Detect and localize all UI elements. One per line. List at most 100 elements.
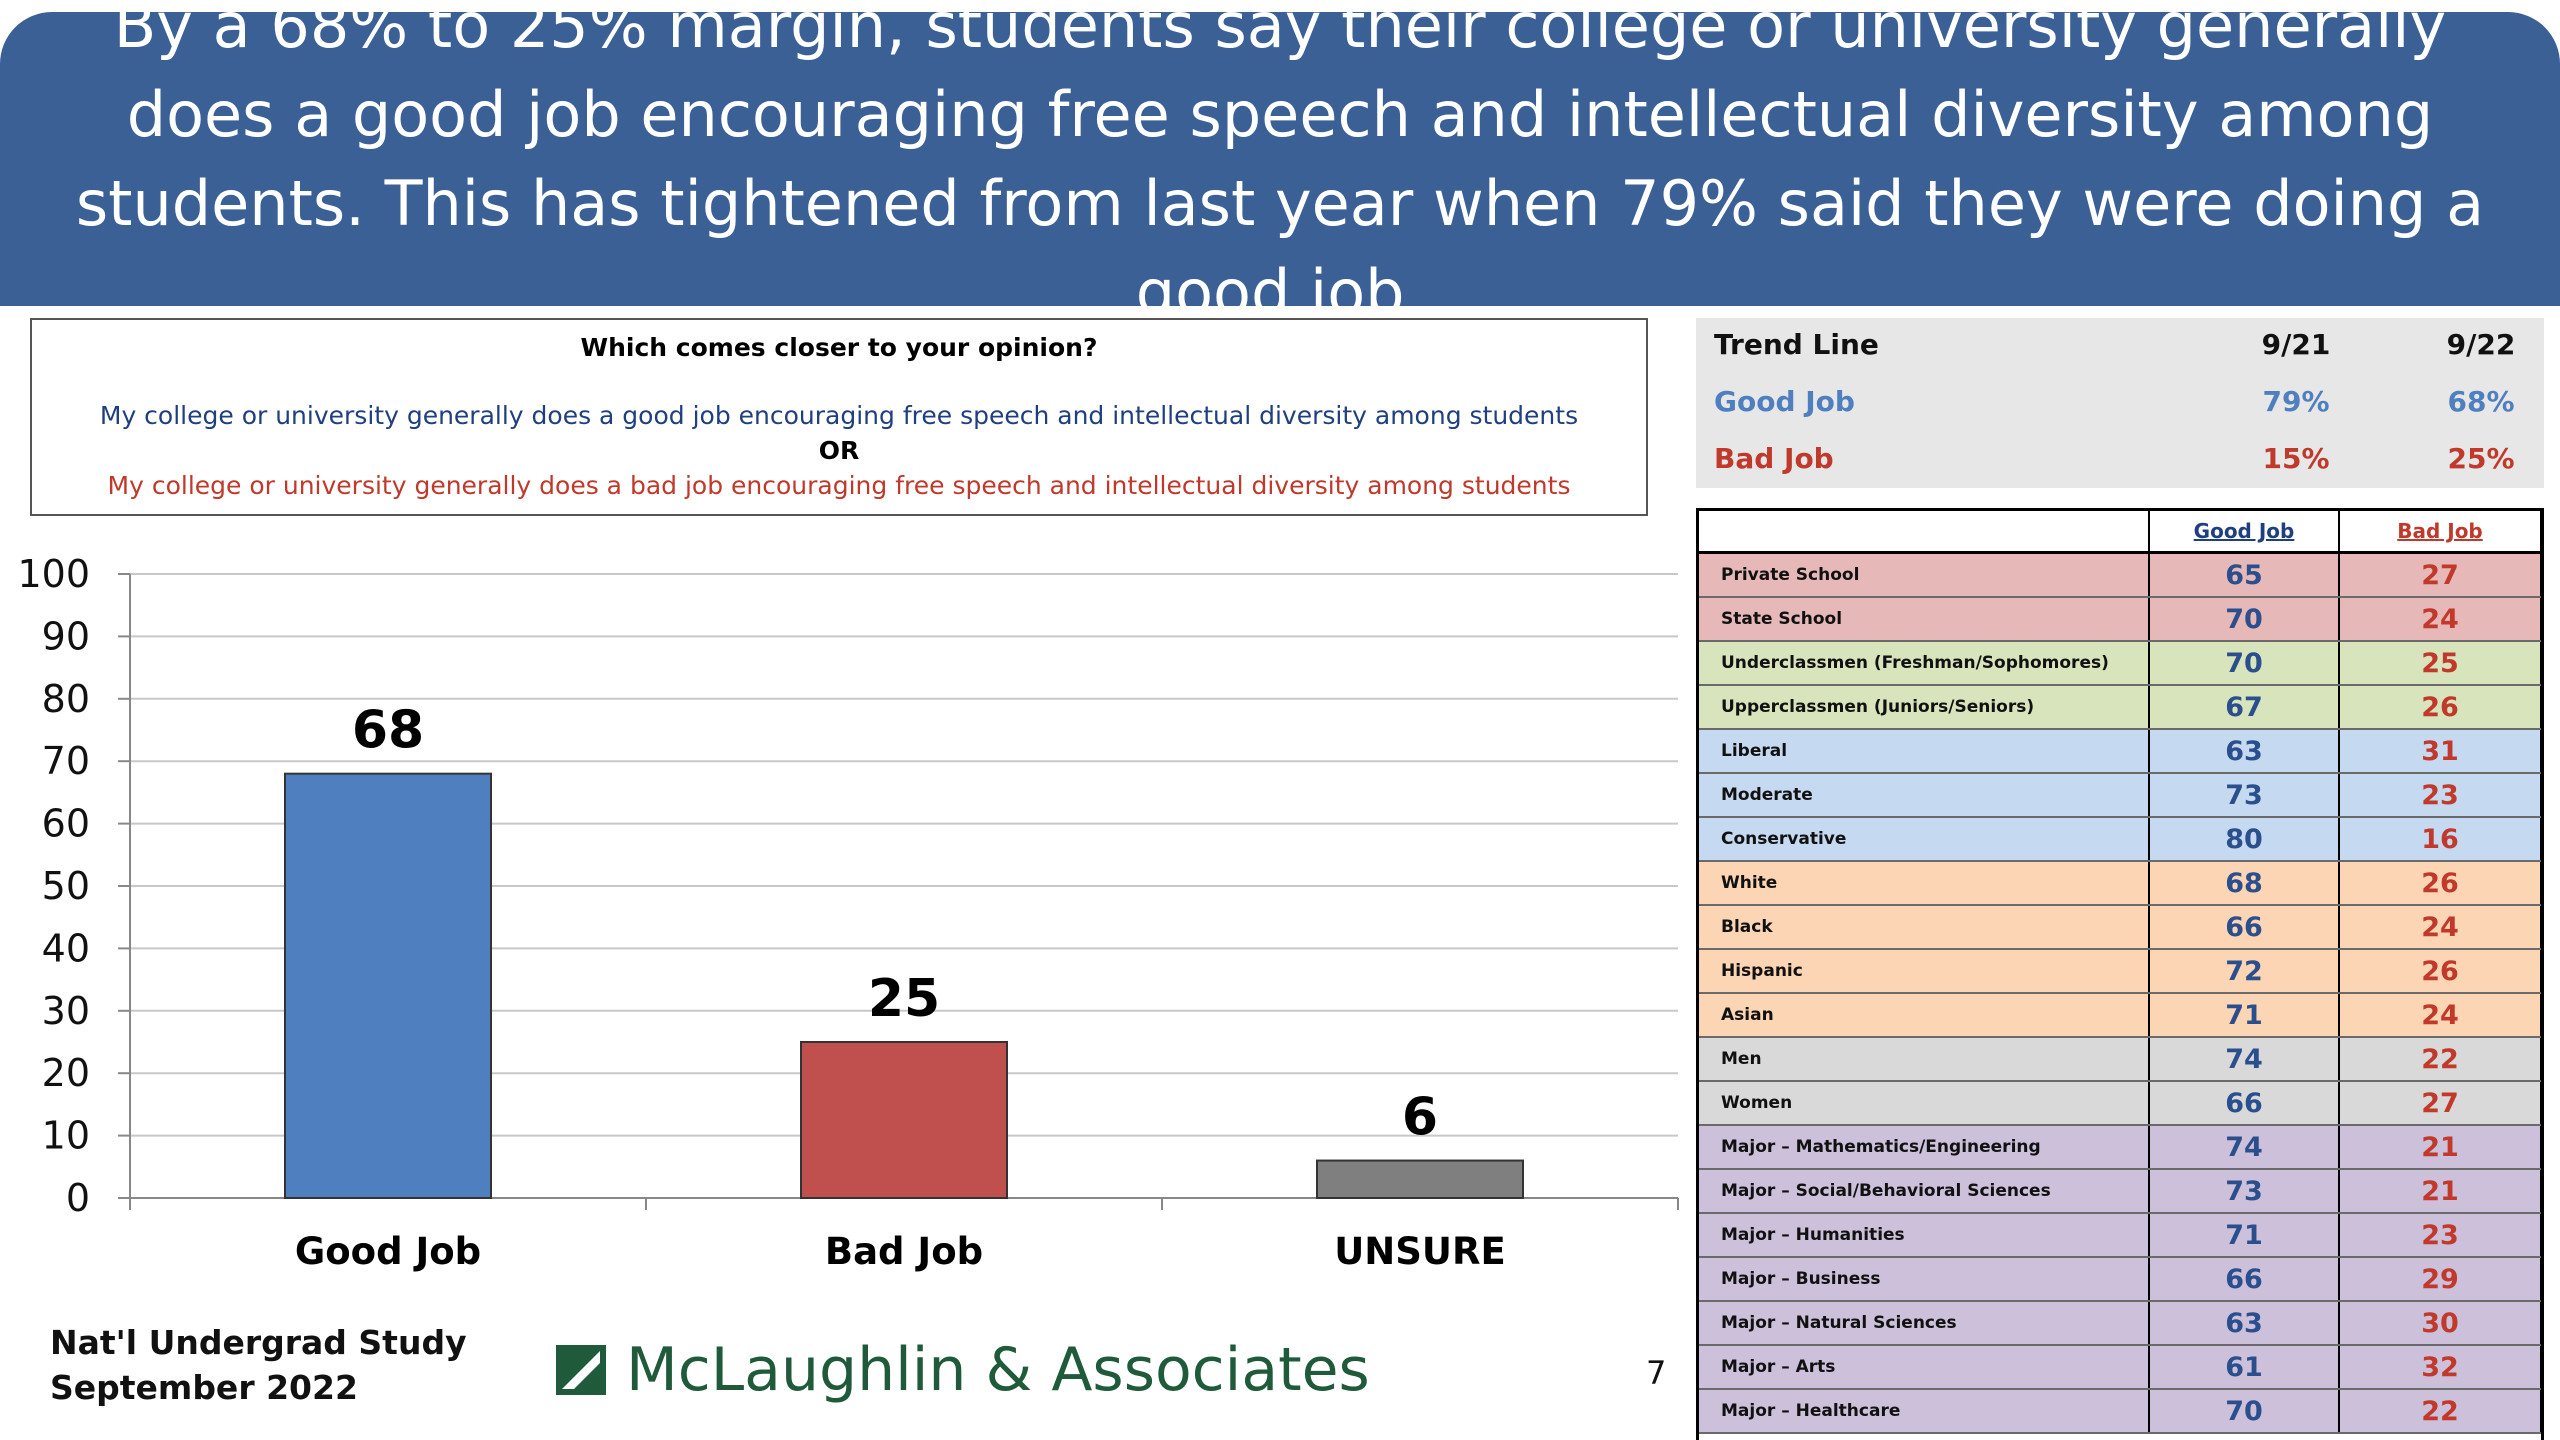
subgroup-row: Major – Healthcare 70 22 [1699, 1389, 2541, 1434]
subgroup-good-value: 72 [2149, 949, 2340, 994]
y-tick-label: 80 [42, 677, 90, 721]
subgroup-good-value: 61 [2149, 1345, 2340, 1390]
headline-banner: By a 68% to 25% margin, students say the… [0, 0, 2560, 329]
question-option-bad: My college or university generally does … [107, 471, 1571, 500]
subgroup-good-value: 80 [2149, 817, 2340, 862]
subgroup-bad-value: 23 [2339, 773, 2541, 818]
study-name: Nat'l Undergrad Study [50, 1323, 467, 1362]
subgroup-good-value: 74 [2149, 1125, 2340, 1170]
subgroup-good-value: 73 [2149, 773, 2340, 818]
subgroup-label: Moderate [1699, 773, 2150, 818]
trend-row-label: Bad Job [1714, 442, 1834, 475]
subgroup-bad-value: 26 [2339, 949, 2541, 994]
subgroup-good-value: 71 [2149, 1213, 2340, 1258]
x-category-label: Good Job [295, 1230, 481, 1273]
subgroup-header-row: Good Job Bad Job [1699, 511, 2541, 554]
subgroup-label: Women [1699, 1081, 2150, 1126]
subgroup-good-value: 70 [2149, 597, 2340, 642]
x-category-label: UNSURE [1334, 1230, 1505, 1273]
subgroup-label: Hispanic [1699, 949, 2150, 994]
subgroup-row: Black 66 24 [1699, 905, 2541, 950]
y-tick-label: 20 [42, 1051, 90, 1095]
subgroup-label: Major – Mathematics/Engineering [1699, 1125, 2150, 1170]
subgroup-label: Major – Healthcare [1699, 1389, 2150, 1434]
subgroup-good-value: 74 [2149, 1037, 2340, 1082]
subgroup-bad-value: 30 [2339, 1301, 2541, 1346]
subgroup-row: Underclassmen (Freshman/Sophomores) 70 25 [1699, 641, 2541, 686]
subgroup-bad-value: 32 [2339, 1345, 2541, 1390]
subgroup-bad-value: 29 [2339, 1257, 2541, 1302]
bar [800, 1041, 1008, 1199]
subgroup-row: Moderate 73 23 [1699, 773, 2541, 818]
logo-text: McLaughlin & Associates [626, 1335, 1370, 1405]
trend-row-label: Good Job [1714, 385, 1855, 418]
study-label: Nat'l Undergrad Study September 2022 [50, 1320, 467, 1410]
trend-row-value: 25% [2447, 442, 2515, 475]
subgroup-bad-value: 26 [2339, 685, 2541, 730]
subgroup-good-value: 66 [2149, 1081, 2340, 1126]
logo-mark-icon [556, 1345, 606, 1395]
subgroup-good-value: 70 [2149, 641, 2340, 686]
page-number: 7 [1646, 1354, 1667, 1392]
y-tick-label: 50 [42, 864, 90, 908]
subgroup-label: Major – Natural Sciences [1699, 1301, 2150, 1346]
y-tick-label: 70 [42, 739, 90, 783]
trend-title: Trend Line [1714, 328, 1879, 361]
subgroup-good-value: 73 [2149, 1169, 2340, 1214]
company-logo: McLaughlin & Associates [556, 1335, 1370, 1405]
subgroup-label: Liberal [1699, 729, 2150, 774]
trend-col-2: 9/22 [2446, 328, 2516, 361]
trend-row-value: 68% [2447, 385, 2515, 418]
bar-value-label: 6 [1402, 1088, 1438, 1148]
subgroup-label: Major – Humanities [1699, 1213, 2150, 1258]
subgroup-row: Major – Natural Sciences 63 30 [1699, 1301, 2541, 1346]
y-tick-label: 60 [42, 802, 90, 846]
trend-row-value: 15% [2262, 442, 2330, 475]
subgroup-row: Women 66 27 [1699, 1081, 2541, 1126]
bar [284, 772, 492, 1199]
subgroup-row: Men 74 22 [1699, 1037, 2541, 1082]
subgroup-good-value: 66 [2149, 905, 2340, 950]
subgroup-row: Liberal 63 31 [1699, 729, 2541, 774]
subgroup-row: Conservative 80 16 [1699, 817, 2541, 862]
subgroup-row: State School 70 24 [1699, 597, 2541, 642]
subgroup-header-blank [1699, 511, 2150, 554]
trend-line-table: Trend Line 9/21 9/22 Good Job 79% 68% Bad Job 1… [1696, 318, 2544, 488]
subgroup-good-value: 67 [2149, 685, 2340, 730]
subgroup-bad-value: 23 [2339, 1213, 2541, 1258]
y-tick-label: 100 [17, 552, 90, 596]
subgroup-row: White 68 26 [1699, 861, 2541, 906]
subgroup-label: Major – Social/Behavioral Sciences [1699, 1169, 2150, 1214]
subgroup-label: Black [1699, 905, 2150, 950]
y-tick-label: 30 [42, 989, 90, 1033]
subgroup-label: Conservative [1699, 817, 2150, 862]
y-tick-label: 40 [42, 926, 90, 970]
subgroup-label: Major – Arts [1699, 1345, 2150, 1390]
x-category-label: Bad Job [825, 1230, 983, 1273]
subgroup-label: Private School [1699, 552, 2150, 598]
subgroup-label: State School [1699, 597, 2150, 642]
trend-row: Bad Job 15% 25% [1696, 432, 2544, 488]
subgroup-label: Upperclassmen (Juniors/Seniors) [1699, 685, 2150, 730]
subgroup-good-value: 66 [2149, 1257, 2340, 1302]
subgroup-bad-value: 22 [2339, 1037, 2541, 1082]
bar-chart: 0 10 20 30 40 50 60 70 80 90 100 68 Good Job 25 Bad Jo… [17, 552, 1679, 1273]
subgroup-bad-value: 22 [2339, 1389, 2541, 1434]
subgroup-row: Major – Social/Behavioral Sciences 73 21 [1699, 1169, 2541, 1214]
subgroup-good-value: 65 [2149, 552, 2340, 598]
bar [1316, 1159, 1524, 1199]
subgroup-table: Good Job Bad Job Private School 65 27 State… [1696, 508, 2544, 1440]
subgroup-row: Major – Mathematics/Engineering 74 21 [1699, 1125, 2541, 1170]
subgroup-bad-value: 27 [2339, 1081, 2541, 1126]
subgroup-good-value: 68 [2149, 861, 2340, 906]
subgroup-bad-value: 31 [2339, 729, 2541, 774]
subgroup-bad-value: 16 [2339, 817, 2541, 862]
subgroup-bad-value: 27 [2339, 552, 2541, 598]
subgroup-bad-value: 21 [2339, 1169, 2541, 1214]
question-option-good: My college or university generally does … [99, 401, 1579, 430]
headline-text: By a 68% to 25% margin, students say the… [75, 0, 2485, 329]
trend-row: Good Job 79% 68% [1696, 375, 2544, 431]
bar-value-label: 25 [868, 969, 940, 1029]
question-box: Which comes closer to your opinion? My c… [30, 318, 1648, 516]
subgroup-label: Men [1699, 1037, 2150, 1082]
